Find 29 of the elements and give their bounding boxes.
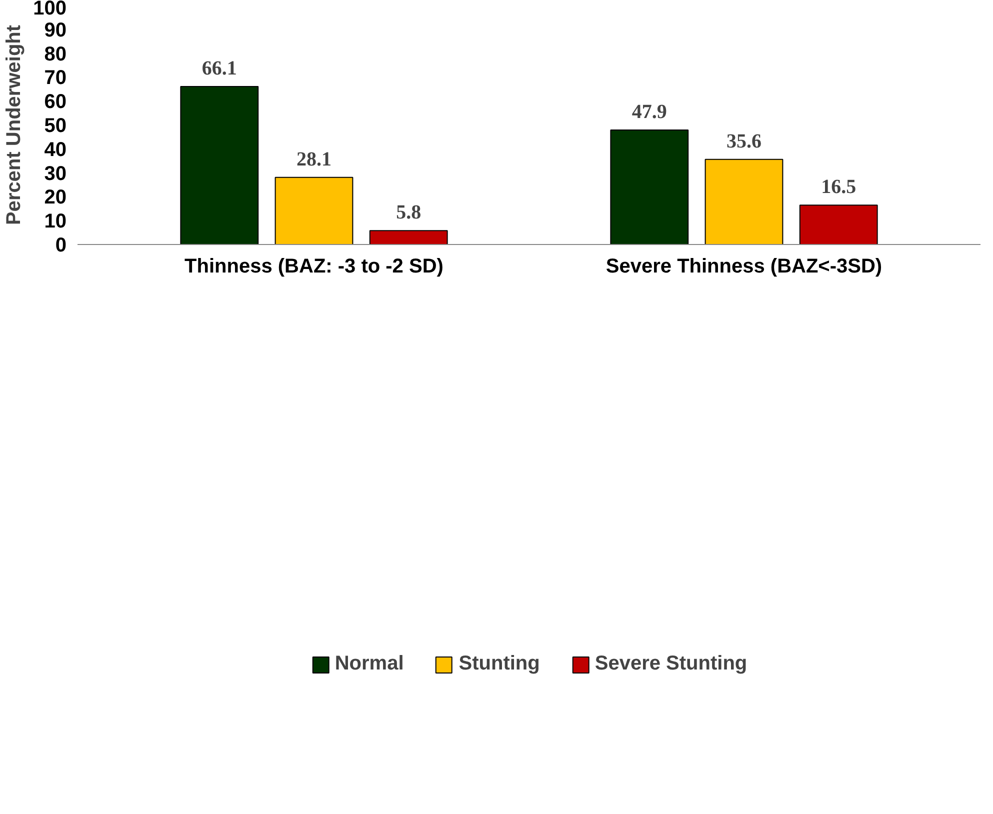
y-tick-label: 0 <box>55 234 66 256</box>
legend-label: Stunting <box>458 652 540 676</box>
data-label: 16.5 <box>821 176 856 198</box>
data-label: 66.1 <box>202 58 237 80</box>
y-axis-title: Percent Underweight <box>3 24 26 226</box>
y-tick-label: 50 <box>44 115 67 137</box>
bar <box>274 176 354 244</box>
y-tick-label: 60 <box>44 91 67 114</box>
x-tick-label: Severe Thinness (BAZ<-3SD) <box>606 256 882 278</box>
bar <box>799 204 878 244</box>
y-tick-label: 10 <box>44 210 67 233</box>
legend-label: Normal <box>334 652 404 676</box>
data-label: 28.1 <box>296 148 332 170</box>
y-tick-label: 100 <box>33 0 67 20</box>
x-tick-label: Thinness (BAZ: -3 to -2 SD) <box>184 256 444 278</box>
y-tick-label: 80 <box>44 43 67 66</box>
data-label: 35.6 <box>726 130 762 152</box>
y-tick-label: 20 <box>44 186 67 209</box>
y-tick-label: 70 <box>44 67 67 90</box>
bar <box>180 86 259 244</box>
data-label: 5.8 <box>396 202 422 224</box>
data-label: 47.9 <box>632 101 667 124</box>
bar <box>610 130 689 244</box>
legend-label: Severe Stunting <box>594 652 748 676</box>
y-tick-label: 40 <box>44 138 67 161</box>
y-tick-label: 90 <box>44 19 67 42</box>
bar <box>704 158 784 244</box>
bar <box>369 230 448 244</box>
y-tick-label: 30 <box>44 162 67 185</box>
